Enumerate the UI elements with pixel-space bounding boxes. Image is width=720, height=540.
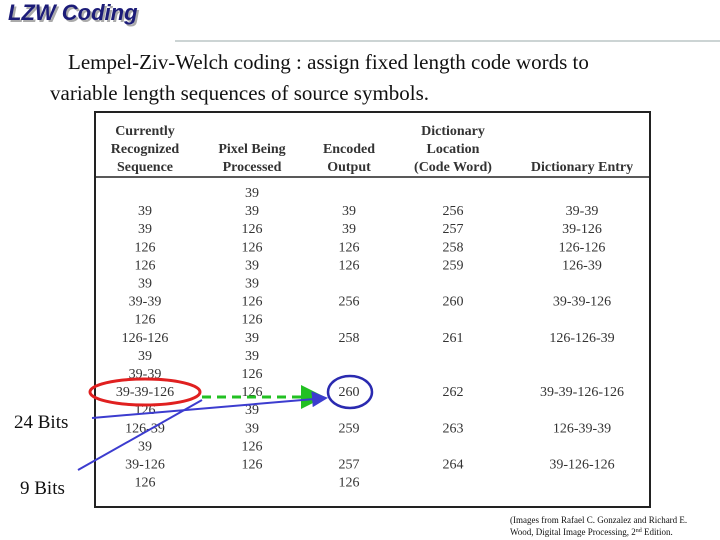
table-cell: 126 — [242, 385, 263, 400]
table-cell: 39-39-126-126 — [540, 385, 624, 400]
table-cell: 126 — [135, 476, 156, 491]
table-cell: 39 — [245, 403, 259, 418]
column-header: Sequence — [117, 160, 173, 175]
column-header: Encoded — [323, 142, 375, 157]
column-header: Currently — [115, 124, 175, 139]
column-header: Location — [427, 142, 480, 157]
table-cell: 259 — [443, 258, 464, 273]
table-cell: 39 — [245, 186, 259, 201]
table-cell: 39 — [138, 277, 152, 292]
table-cell: 39 — [245, 421, 259, 436]
table-cell: 39 — [138, 439, 152, 454]
table-cell: 260 — [443, 295, 464, 310]
table-cell: 126-126-39 — [549, 331, 614, 346]
table-cell: 126 — [242, 458, 263, 473]
table-cell: 39 — [245, 331, 259, 346]
table-cell: 257 — [443, 222, 464, 237]
citation-text: Edition. — [642, 527, 673, 537]
highlight-ellipse — [88, 377, 202, 407]
table-cell: 262 — [443, 385, 464, 400]
table-cell: 264 — [443, 458, 464, 473]
pointer-line — [91, 391, 328, 419]
table-cell: 39 — [342, 222, 356, 237]
table: Currently Recognized Sequence Pixel Being Pr… — [111, 124, 633, 491]
table-cell: 126-126 — [122, 331, 169, 346]
column-header: Recognized — [111, 142, 180, 157]
table-cell: 126 — [242, 240, 263, 255]
table-cell: 39-126-126 — [549, 458, 614, 473]
table-cell: 39 — [245, 204, 259, 219]
pointer-line — [77, 399, 203, 471]
table-cell: 126 — [242, 439, 263, 454]
table-cell: 126 — [242, 313, 263, 328]
table-cell: 126 — [339, 240, 360, 255]
table-cell: 259 — [339, 421, 360, 436]
citation: Wood, Digital Image Processing, 2nd Edit… — [510, 527, 673, 537]
table-cell: 39-126 — [562, 222, 602, 237]
table-cell: 39 — [138, 349, 152, 364]
column-header: Dictionary Entry — [531, 160, 633, 175]
column-header: (Code Word) — [414, 160, 492, 175]
table-cell: 263 — [443, 421, 464, 436]
table-cell: 39-126 — [125, 458, 165, 473]
highlight-ellipse — [326, 374, 374, 410]
annotation: 9 Bits — [20, 478, 65, 499]
table-cell: 39-39 — [566, 204, 599, 219]
citation: (Images from Rafael C. Gonzalez and Rich… — [510, 515, 687, 525]
table-cell: 256 — [339, 295, 360, 310]
column-header: Pixel Being — [218, 142, 285, 157]
table-cell: 39-39 — [129, 295, 162, 310]
table-cell: 39 — [138, 204, 152, 219]
column-header: Processed — [223, 160, 282, 175]
table-cell: 126 — [135, 240, 156, 255]
table-cell: 39 — [342, 204, 356, 219]
table-cell: 39 — [138, 222, 152, 237]
table-cell: 126-126 — [559, 240, 606, 255]
table-cell: 39 — [245, 258, 259, 273]
intro-line: variable length sequences of source symb… — [50, 81, 429, 105]
column-header: Output — [327, 160, 371, 175]
table-frame — [94, 111, 651, 508]
table-cell: 126 — [339, 258, 360, 273]
citation-text: Wood, Digital Image Processing, 2 — [510, 527, 636, 537]
table-cell: 126 — [242, 295, 263, 310]
table-cell: 39 — [245, 277, 259, 292]
table-cell: 126 — [339, 476, 360, 491]
table-cell: 257 — [339, 458, 360, 473]
table-cell: 39-39-126 — [116, 385, 174, 400]
table-cell: 126-39 — [562, 258, 602, 273]
table-cell: 39 — [245, 349, 259, 364]
slide-title: LZW Coding — [8, 0, 138, 25]
table-cell: 126-39 — [125, 421, 165, 436]
table-cell: 261 — [443, 331, 464, 346]
table-cell: 258 — [443, 240, 464, 255]
intro-line: Lempel-Ziv-Welch coding : assign fixed l… — [68, 50, 589, 74]
title-shadow: LZW Coding — [10, 2, 140, 27]
citation-sup: nd — [636, 528, 642, 534]
table-cell: 126 — [135, 258, 156, 273]
table-cell: 39-39-126 — [553, 295, 611, 310]
annotation: 24 Bits — [14, 412, 68, 433]
column-header: Dictionary — [421, 124, 485, 139]
table-cell: 258 — [339, 331, 360, 346]
table-cell: 126 — [242, 367, 263, 382]
table-cell: 260 — [339, 385, 360, 400]
table-cell: 256 — [443, 204, 464, 219]
table-cell: 126 — [135, 313, 156, 328]
table-cell: 126-39-39 — [553, 421, 611, 436]
table-cell: 126 — [242, 222, 263, 237]
